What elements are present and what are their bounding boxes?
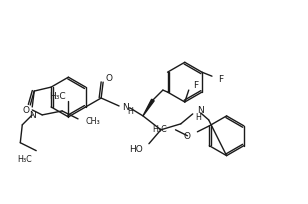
Text: O: O [105,73,112,82]
Text: HO: HO [129,144,143,153]
Text: O: O [23,106,30,115]
Text: H₃C: H₃C [18,154,32,163]
Text: O: O [184,132,191,141]
Text: H: H [127,107,133,116]
Polygon shape [143,100,154,116]
Text: H₃C: H₃C [152,125,167,134]
Text: F: F [218,74,223,83]
Text: N: N [122,103,128,112]
Text: H₃C: H₃C [49,91,65,100]
Text: N: N [197,106,204,115]
Text: N: N [29,110,36,119]
Text: H: H [196,113,202,122]
Text: F: F [193,80,198,89]
Text: CH₃: CH₃ [86,117,101,126]
